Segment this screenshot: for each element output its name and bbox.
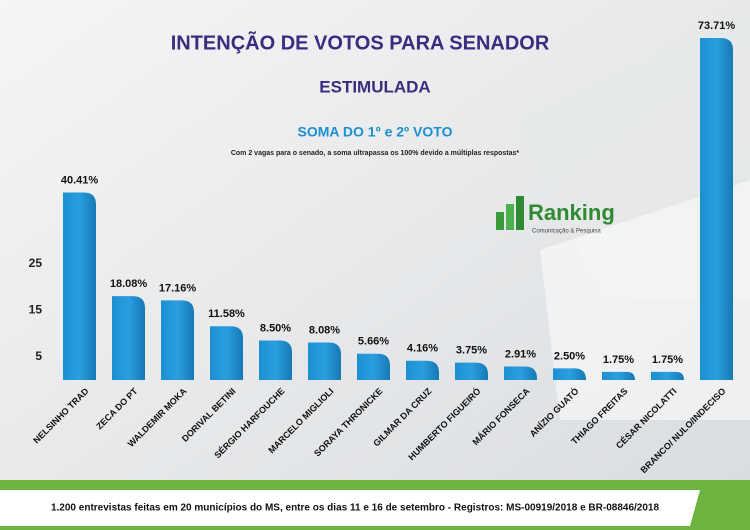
- bar: [210, 326, 243, 380]
- bar: [259, 340, 292, 380]
- decor: [540, 180, 750, 420]
- bar: [651, 371, 684, 380]
- y-tick-label: 25: [29, 256, 43, 270]
- footer-box: [0, 490, 700, 526]
- value-label: 1.75%: [652, 354, 683, 366]
- logo-tagline: Comunicação & Pesquisa: [532, 229, 601, 235]
- bar: [112, 296, 145, 380]
- logo-mark: [496, 212, 504, 230]
- bar: [406, 360, 439, 380]
- y-tick-label: 15: [29, 303, 43, 317]
- value-label: 8.08%: [309, 324, 340, 336]
- bar: [602, 371, 635, 380]
- value-label: 1.75%: [603, 354, 634, 366]
- value-label: 17.16%: [159, 282, 197, 294]
- bar: [357, 353, 390, 380]
- footer: 1.200 entrevistas feitas em 20 município…: [51, 503, 660, 514]
- value-label: 3.75%: [456, 345, 487, 357]
- value-label: 4.16%: [407, 343, 438, 355]
- value-label: 2.91%: [505, 348, 536, 360]
- value-label: 73.71%: [698, 20, 736, 32]
- value-label: 18.08%: [110, 278, 148, 290]
- bar: [308, 342, 341, 380]
- bar: [161, 300, 194, 380]
- bar: [700, 37, 733, 381]
- logo-mark: [516, 196, 524, 230]
- chart-title: INTENÇÃO DE VOTOS PARA SENADOR: [171, 31, 550, 54]
- value-label: 5.66%: [358, 336, 389, 348]
- logo-mark: [506, 204, 514, 230]
- value-label: 2.50%: [554, 350, 585, 362]
- bar: [63, 192, 96, 380]
- chart-subtitle: ESTIMULADA: [319, 77, 430, 96]
- logo: Ranking: [528, 200, 615, 225]
- value-label: 11.58%: [208, 308, 245, 320]
- bar: [504, 366, 537, 380]
- y-tick-label: 5: [35, 349, 42, 363]
- value-label: 40.41%: [61, 174, 99, 186]
- value-label: 8.50%: [260, 322, 291, 334]
- heading: SOMA DO 1º e 2º VOTO: [298, 124, 453, 140]
- bar: [455, 362, 488, 380]
- bar: [553, 368, 586, 380]
- note: Com 2 vagas para o senado, a soma ultrap…: [231, 150, 520, 157]
